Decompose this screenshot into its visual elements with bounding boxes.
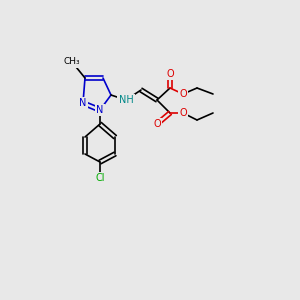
Text: O: O: [166, 69, 174, 79]
Text: N: N: [96, 105, 104, 115]
Text: O: O: [153, 119, 161, 129]
Text: O: O: [179, 108, 187, 118]
Text: NH: NH: [118, 95, 134, 105]
Text: O: O: [179, 89, 187, 99]
Text: N: N: [79, 98, 87, 108]
Text: CH₃: CH₃: [64, 58, 80, 67]
Text: Cl: Cl: [95, 173, 105, 183]
